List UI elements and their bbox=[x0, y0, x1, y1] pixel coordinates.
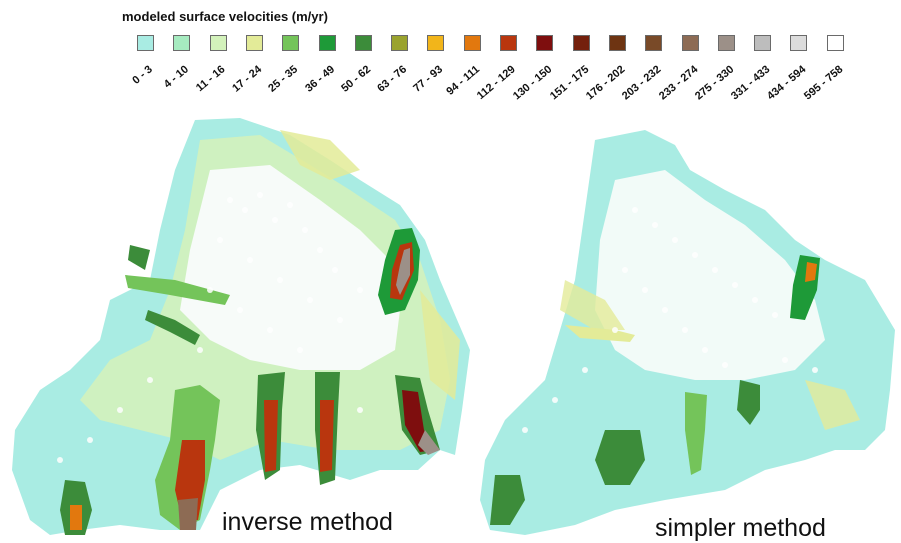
legend-swatch bbox=[318, 35, 336, 51]
legend-swatch bbox=[173, 35, 191, 51]
legend-swatch bbox=[826, 35, 844, 51]
legend-swatch bbox=[717, 35, 735, 51]
legend-range-label: 4 - 10 bbox=[162, 63, 192, 91]
legend-swatch bbox=[536, 35, 554, 51]
legend-range-label: 63 - 76 bbox=[375, 63, 410, 95]
yellow-patch bbox=[805, 380, 860, 430]
legend-range-label: 0 - 3 bbox=[130, 63, 155, 87]
caption-inverse-method: inverse method bbox=[222, 508, 393, 536]
glacier-nw-2 bbox=[125, 275, 230, 305]
outlet-glacier-ne-core bbox=[805, 262, 817, 282]
velocity-map-inverse bbox=[12, 118, 470, 535]
legend-swatch bbox=[645, 35, 663, 51]
legend-range-label: 130 - 150 bbox=[511, 63, 555, 103]
glacier-w bbox=[145, 310, 200, 345]
legend-range-label: 233 - 274 bbox=[656, 63, 700, 103]
legend-swatch bbox=[245, 35, 263, 51]
legend-range-label: 112 - 129 bbox=[474, 63, 518, 103]
legend-swatch bbox=[137, 35, 154, 51]
legend-swatch bbox=[608, 35, 626, 51]
legend-range-label: 25 - 35 bbox=[266, 63, 301, 95]
legend-range-label: 77 - 93 bbox=[411, 63, 446, 95]
legend-swatch bbox=[427, 35, 445, 51]
legend-swatch bbox=[572, 35, 590, 51]
map-panel-inverse: inverse method bbox=[0, 110, 470, 540]
legend-swatch bbox=[354, 35, 372, 51]
legend-range-label: 595 - 758 bbox=[801, 63, 846, 103]
caption-simpler-method: simpler method bbox=[655, 514, 826, 542]
map-panel-simpler: simpler method bbox=[465, 130, 901, 542]
outlet-glacier-s2 bbox=[737, 380, 760, 425]
legend-swatch bbox=[463, 35, 481, 51]
legend-range-label: 151 - 175 bbox=[547, 63, 591, 103]
glacier-nw bbox=[565, 325, 635, 342]
mesh-dots bbox=[522, 207, 818, 433]
legend-range-label: 11 - 16 bbox=[193, 63, 228, 95]
outlet-glacier-ne-fast bbox=[396, 248, 410, 295]
outlet-glacier-sw bbox=[490, 475, 525, 525]
legend-swatch bbox=[209, 35, 227, 51]
mesh-dots bbox=[57, 192, 363, 463]
legend-swatch bbox=[282, 35, 300, 51]
legend-range-label: 50 - 62 bbox=[338, 63, 373, 95]
velocity-map-simpler bbox=[480, 130, 895, 535]
yellow-patch bbox=[560, 280, 625, 330]
yellow-patch bbox=[420, 290, 460, 400]
legend-range-label: 203 - 232 bbox=[620, 63, 664, 103]
legend-swatch bbox=[681, 35, 699, 51]
legend-swatch bbox=[754, 35, 772, 51]
legend-range-label: 434 - 594 bbox=[765, 63, 809, 103]
glacier-nw-1 bbox=[128, 245, 150, 270]
legend-range-label: 275 - 330 bbox=[692, 63, 737, 103]
legend-swatch bbox=[391, 35, 409, 51]
outlet-glacier-s4-fast bbox=[418, 430, 440, 455]
yellow-patch bbox=[280, 130, 360, 180]
legend-swatches bbox=[137, 35, 877, 57]
outlet-glacier-s1-fast bbox=[178, 498, 198, 530]
legend-swatch bbox=[790, 35, 808, 51]
legend-swatch bbox=[500, 35, 517, 51]
legend-range-label: 331 - 433 bbox=[729, 63, 773, 103]
outlet-glacier-s3 bbox=[595, 430, 645, 485]
interior-white-zone bbox=[180, 165, 400, 370]
legend-range-label: 36 - 49 bbox=[302, 63, 337, 95]
interior-white-zone bbox=[595, 170, 825, 380]
outlet-glacier-s1 bbox=[685, 392, 707, 475]
legend-range-label: 176 - 202 bbox=[583, 63, 628, 103]
outlet-glacier-s3-core bbox=[320, 400, 334, 472]
legend-range-label: 17 - 24 bbox=[230, 63, 264, 95]
outlet-glacier-s2-core bbox=[264, 400, 278, 472]
legend-title: modeled surface velocities (m/yr) bbox=[122, 9, 328, 24]
glacier-sw-core bbox=[70, 505, 82, 530]
